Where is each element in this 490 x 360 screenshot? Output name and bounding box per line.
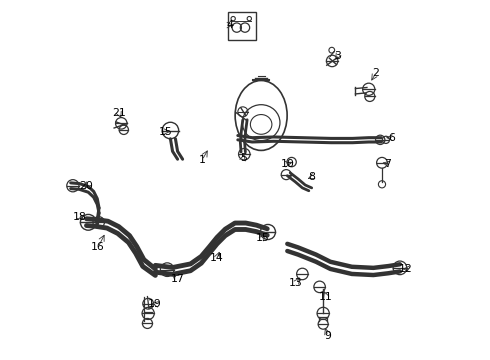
Text: 8: 8 [308,172,315,182]
Text: 19: 19 [148,299,162,309]
Text: 21: 21 [112,108,125,118]
Text: 17: 17 [171,274,184,284]
Text: 9: 9 [325,331,332,341]
Text: 4: 4 [226,20,233,30]
Text: 12: 12 [399,264,413,274]
Text: 20: 20 [79,181,94,192]
Text: 2: 2 [372,68,379,78]
Text: 5: 5 [240,153,246,163]
Text: 14: 14 [210,253,224,263]
Text: 18: 18 [73,212,86,221]
Text: 15: 15 [255,233,269,243]
Text: 15: 15 [158,127,172,136]
Text: 11: 11 [319,292,333,302]
Text: 1: 1 [198,155,205,165]
Text: 7: 7 [384,159,391,169]
Text: 3: 3 [334,51,341,61]
Text: 10: 10 [280,159,294,169]
Text: 6: 6 [388,133,395,143]
Text: 13: 13 [289,278,303,288]
Text: 16: 16 [91,242,105,252]
